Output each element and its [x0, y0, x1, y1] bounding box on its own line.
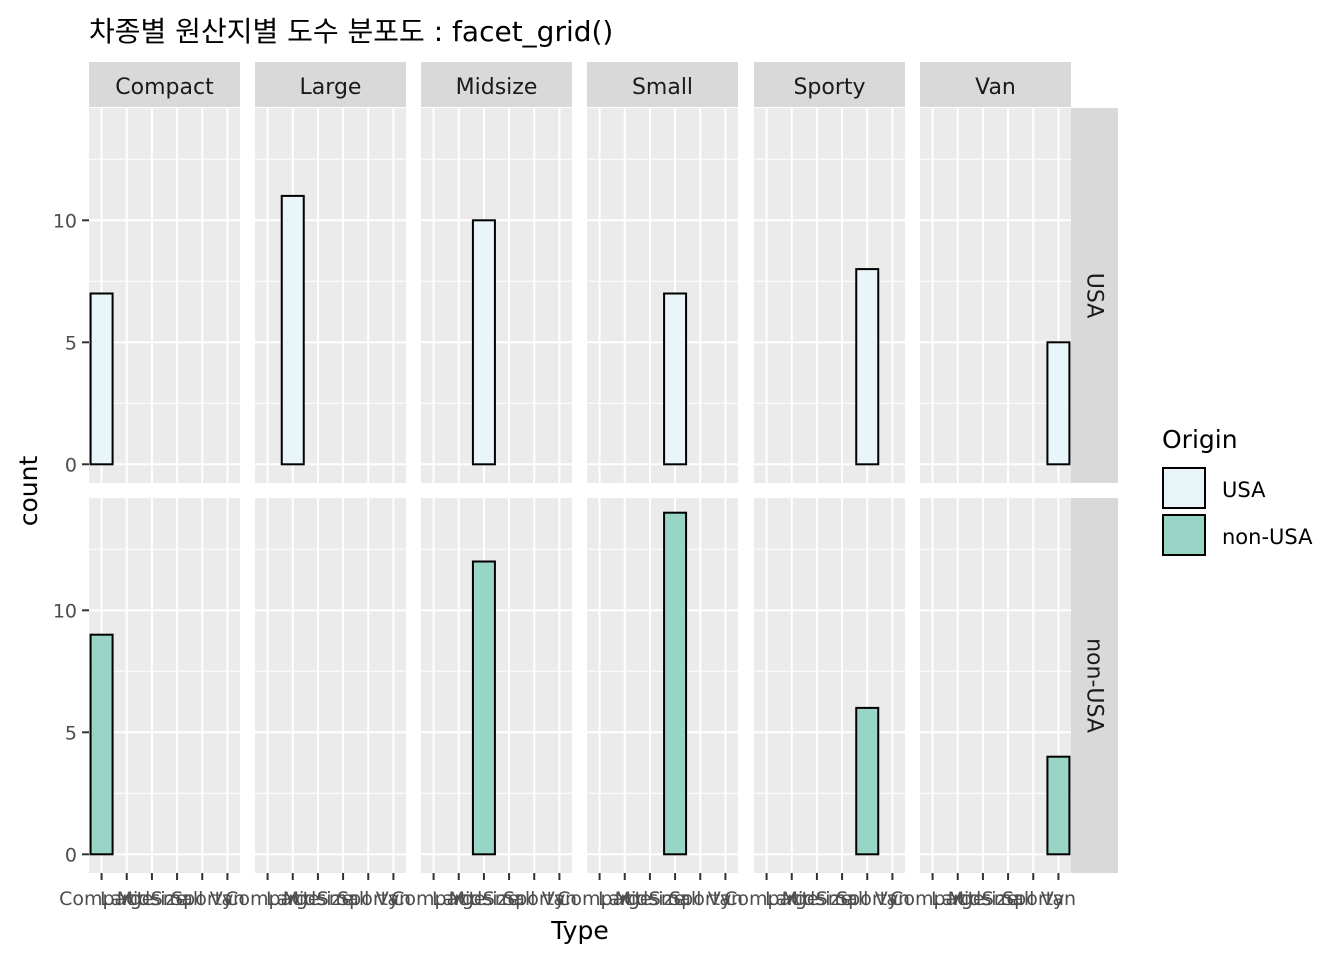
facet-strip-label: Midsize	[456, 75, 538, 100]
panel-background	[255, 108, 406, 483]
bar-non-usa-sporty	[855, 706, 880, 856]
x-tick-label: Sporty	[337, 888, 399, 910]
legend: Origin USA non-USA	[1162, 425, 1313, 556]
y-tick-label: 10	[53, 600, 77, 622]
x-tick-label: Large	[100, 888, 153, 910]
x-tick-label: Compact	[724, 888, 809, 910]
x-tick-label: Compact	[391, 888, 476, 910]
x-tick-label: Sporty	[503, 888, 565, 910]
x-tick-label: Sporty	[836, 888, 898, 910]
bar-non-usa-small	[663, 511, 688, 856]
bar-usa-sporty	[855, 268, 880, 466]
x-tick-label: Large	[266, 888, 319, 910]
x-tick-label: Van	[542, 888, 577, 910]
panel-background	[421, 498, 572, 873]
bar-non-usa-van	[1046, 755, 1071, 856]
panel-background	[89, 108, 240, 483]
x-tick-label: Small	[151, 888, 204, 910]
y-tick-label: 0	[65, 454, 77, 476]
legend-key-non-usa	[1162, 514, 1206, 556]
x-tick-label: Small	[483, 888, 536, 910]
facet-row-label: USA	[1082, 273, 1107, 319]
x-tick-label: Midsize	[948, 888, 1019, 910]
facet-panels: Compact Large Midsize Small Sporty VanUSAnon-…	[53, 62, 1118, 910]
facet-row-strip-non-usa	[1071, 498, 1118, 873]
facet-strip-small	[587, 62, 738, 107]
x-tick-label: Midsize	[782, 888, 853, 910]
panel-background	[89, 498, 240, 873]
panel-background	[920, 498, 1071, 873]
panel-background	[754, 108, 905, 483]
x-tick-label: Van	[1041, 888, 1076, 910]
panel-background	[754, 498, 905, 873]
chart-title: 차종별 원산지별 도수 분포도 : facet_grid()	[89, 15, 613, 48]
x-tick-label: Midsize	[449, 888, 520, 910]
x-tick-label: Midsize	[117, 888, 188, 910]
facet-strip-compact	[89, 62, 240, 107]
bar-non-usa-compact	[89, 633, 114, 856]
bar-usa-compact	[89, 292, 114, 466]
bar-non-usa-midsize	[471, 560, 496, 856]
x-tick-label: Van	[708, 888, 743, 910]
legend-key-usa	[1162, 467, 1206, 509]
legend-title: Origin	[1162, 425, 1238, 454]
facet-strip-label: Compact	[115, 75, 214, 100]
panel-background	[421, 108, 572, 483]
x-tick-label: Large	[765, 888, 818, 910]
x-tick-label: Large	[598, 888, 651, 910]
facet-strip-label: Large	[300, 75, 362, 100]
facet-strip-midsize	[421, 62, 572, 107]
x-tick-label: Compact	[225, 888, 310, 910]
bar-usa-small	[663, 292, 688, 466]
x-tick-label: Sporty	[171, 888, 233, 910]
x-tick-label: Compact	[59, 888, 144, 910]
y-tick-label: 5	[65, 722, 77, 744]
x-tick-label: Small	[816, 888, 869, 910]
panel-background	[587, 108, 738, 483]
x-tick-label: Compact	[890, 888, 975, 910]
y-axis-title: count	[14, 456, 43, 527]
bar-usa-midsize	[471, 219, 496, 466]
legend-label: non-USA	[1222, 525, 1313, 549]
y-tick-label: 0	[65, 844, 77, 866]
x-tick-label: Midsize	[283, 888, 354, 910]
x-tick-label: Midsize	[615, 888, 686, 910]
x-tick-label: Small	[317, 888, 370, 910]
x-tick-label: Large	[931, 888, 984, 910]
panel-background	[255, 498, 406, 873]
facet-strip-large	[255, 62, 406, 107]
facet-strip-label: Sporty	[793, 75, 865, 100]
bar-usa-van	[1046, 341, 1071, 466]
facet-row-strip-usa	[1071, 108, 1118, 483]
y-tick-label: 5	[65, 332, 77, 354]
x-tick-label: Compact	[557, 888, 642, 910]
y-tick-label: 10	[53, 210, 77, 232]
x-tick-label: Van	[875, 888, 910, 910]
x-tick-label: Small	[649, 888, 702, 910]
bar-usa-large	[280, 194, 305, 466]
x-tick-label: Small	[982, 888, 1035, 910]
x-tick-label: Van	[376, 888, 411, 910]
facet-strip-van	[920, 62, 1071, 107]
facet-strip-label: Van	[975, 75, 1016, 100]
panel-background	[920, 108, 1071, 483]
x-axis-title: Type	[550, 916, 608, 945]
x-tick-label: Van	[210, 888, 245, 910]
x-tick-label: Large	[432, 888, 485, 910]
facet-strip-label: Small	[632, 75, 693, 100]
x-tick-label: Sporty	[1002, 888, 1064, 910]
facet-strip-sporty	[754, 62, 905, 107]
facet-row-label: non-USA	[1082, 638, 1107, 733]
panel-background	[587, 498, 738, 873]
legend-label: USA	[1222, 478, 1266, 502]
x-tick-label: Sporty	[669, 888, 731, 910]
